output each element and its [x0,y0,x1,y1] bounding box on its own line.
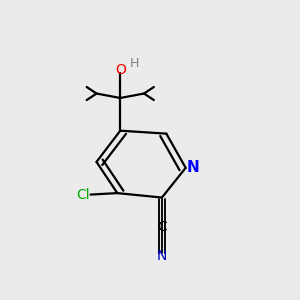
Text: H: H [130,57,139,70]
Text: Cl: Cl [76,188,90,202]
Text: N: N [187,160,200,175]
Text: O: O [115,63,126,77]
Text: N: N [157,248,167,262]
Text: C: C [157,220,167,234]
